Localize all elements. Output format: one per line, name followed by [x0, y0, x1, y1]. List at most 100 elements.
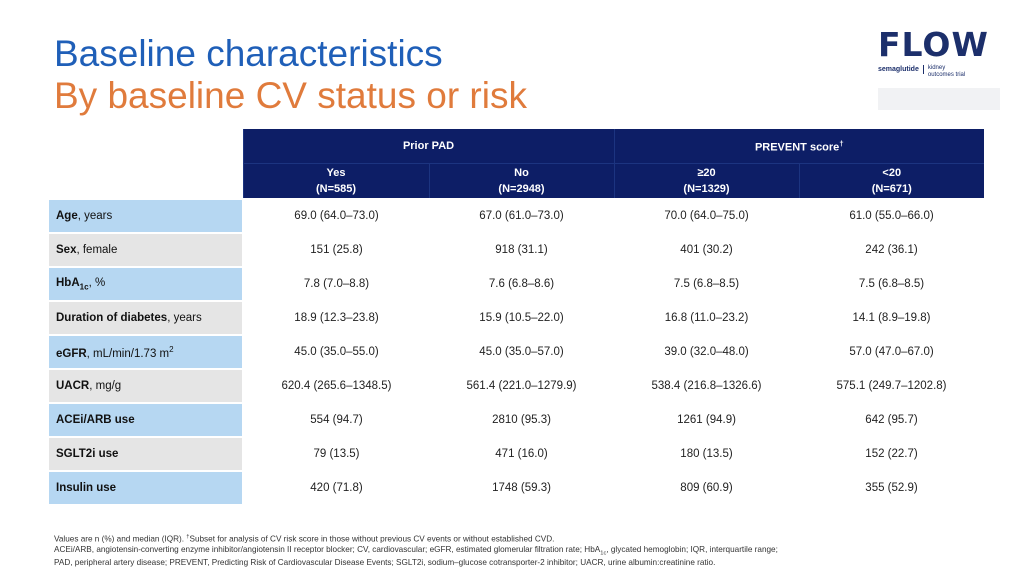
- footnote-text: ACEi/ARB, angiotensin-converting enzyme …: [54, 544, 601, 554]
- table-cell: 57.0 (47.0–67.0): [799, 335, 985, 370]
- table-cell: 45.0 (35.0–57.0): [429, 335, 615, 370]
- table-cell: 538.4 (216.8–1326.6): [614, 369, 800, 404]
- table-row: Sex, female 151 (25.8) 918 (31.1) 401 (3…: [49, 233, 985, 268]
- table-cell: 61.0 (55.0–66.0): [799, 200, 985, 234]
- column-n: (N=671): [871, 183, 912, 195]
- footnote-line-1: Values are n (%) and median (IQR). †Subs…: [54, 532, 1014, 545]
- footnote-text: Values are n (%) and median (IQR).: [54, 534, 187, 544]
- column-header-row: Yes (N=585) No (N=2948) ≥20 (N=1329) <20 (N=…: [49, 163, 985, 198]
- footnote-sub: 1c: [600, 550, 607, 557]
- slide-subtitle: By baseline CV status or risk: [54, 75, 527, 116]
- row-label-bold: HbA: [56, 276, 80, 289]
- table-cell: 1748 (59.3): [429, 471, 615, 506]
- logo-background: [878, 88, 1000, 110]
- table-cell: 14.1 (8.9–19.8): [799, 301, 985, 336]
- row-label: Sex, female: [49, 233, 244, 268]
- row-label: HbA1c, %: [49, 267, 244, 302]
- row-label-bold: UACR: [56, 380, 90, 392]
- footnote-line-2: ACEi/ARB, angiotensin-converting enzyme …: [54, 545, 1014, 559]
- table-row: HbA1c, % 7.8 (7.0–8.8) 7.6 (6.8–8.6) 7.5…: [49, 267, 985, 302]
- table-row: UACR, mg/g 620.4 (265.6–1348.5) 561.4 (2…: [49, 369, 985, 404]
- table-cell: 242 (36.1): [799, 233, 985, 268]
- table-row: Insulin use 420 (71.8) 1748 (59.3) 809 (…: [49, 471, 985, 506]
- row-label: UACR, mg/g: [49, 369, 244, 404]
- table-cell: 39.0 (32.0–48.0): [614, 335, 800, 370]
- table-row: Age, years 69.0 (64.0–73.0) 67.0 (61.0–7…: [49, 200, 985, 234]
- row-label-rest: , mg/g: [89, 380, 122, 392]
- row-label: eGFR, mL/min/1.73 m2: [49, 335, 244, 370]
- table-cell: 151 (25.8): [243, 233, 429, 268]
- logo-tagline: kidney outcomes trial: [924, 65, 965, 79]
- footnote-text: Subset for analysis of CV risk score in …: [189, 534, 555, 544]
- table-cell: 355 (52.9): [799, 471, 985, 506]
- table-cell: 809 (60.9): [614, 471, 800, 506]
- row-label-bold: Age: [56, 210, 78, 222]
- table-cell: 7.5 (6.8–8.5): [614, 267, 800, 302]
- footnote-mark: †: [186, 534, 190, 540]
- row-label-bold: eGFR: [56, 347, 87, 360]
- table-cell: 70.0 (64.0–75.0): [614, 200, 800, 234]
- table-cell: 471 (16.0): [429, 437, 615, 472]
- row-label-bold: Duration of diabetes: [56, 312, 168, 324]
- row-label-rest: , years: [77, 210, 113, 222]
- table-cell: 575.1 (249.7–1202.8): [799, 369, 985, 404]
- row-label-rest: , %: [88, 276, 106, 289]
- row-label-bold: SGLT2i use: [56, 448, 119, 460]
- header-prevent-label: PREVENT score: [754, 141, 840, 154]
- row-label-bold: Sex: [56, 244, 77, 256]
- flow-logo: FLOW semaglutide kidney outcomes trial: [878, 25, 1000, 110]
- table-cell: 69.0 (64.0–73.0): [243, 200, 429, 234]
- table-row: Duration of diabetes, years 18.9 (12.3–2…: [49, 301, 985, 336]
- column-label: Yes: [326, 167, 346, 179]
- column-header: <20 (N=671): [798, 163, 985, 198]
- table-cell: 7.5 (6.8–8.5): [799, 267, 985, 302]
- table-cell: 16.8 (11.0–23.2): [614, 301, 800, 336]
- table-cell: 420 (71.8): [243, 471, 429, 506]
- logo-tagline-2: outcomes trial: [927, 72, 966, 78]
- footnote-line-3: PAD, peripheral artery disease; PREVENT,…: [54, 558, 716, 568]
- table-cell: 401 (30.2): [614, 233, 800, 268]
- table-cell: 918 (31.1): [429, 233, 615, 268]
- header-prevent-score: PREVENT score†: [613, 129, 985, 164]
- column-label: No: [514, 167, 529, 179]
- row-label-sub: 1c: [79, 282, 89, 292]
- table-row: ACEi/ARB use 554 (94.7) 2810 (95.3) 1261…: [49, 403, 985, 438]
- table-cell: 18.9 (12.3–23.8): [243, 301, 429, 336]
- table-cell: 45.0 (35.0–55.0): [243, 335, 429, 370]
- slide-title: Baseline characteristics: [54, 33, 443, 74]
- column-label: <20: [882, 167, 902, 179]
- table-cell: 1261 (94.9): [614, 403, 800, 438]
- header-blank-2: [49, 163, 243, 198]
- logo-brand: semaglutide: [878, 65, 924, 74]
- row-label: ACEi/ARB use: [49, 403, 244, 438]
- footnote-text: , glycated hemoglobin; IQR, interquartil…: [606, 544, 778, 554]
- row-label-sup: 2: [169, 344, 174, 354]
- logo-subline: semaglutide kidney outcomes trial: [878, 65, 1000, 79]
- table-cell: 561.4 (221.0–1279.9): [429, 369, 615, 404]
- table-cell: 7.8 (7.0–8.8): [243, 267, 429, 302]
- column-header: Yes (N=585): [242, 163, 429, 198]
- column-header: ≥20 (N=1329): [613, 163, 800, 198]
- baseline-table: Prior PAD PREVENT score† Yes (N=585) No (N…: [49, 129, 985, 506]
- logo-tagline-1: kidney: [927, 65, 946, 71]
- table-cell: 79 (13.5): [243, 437, 429, 472]
- logo-wordmark: FLOW: [878, 25, 989, 64]
- row-label: Age, years: [49, 200, 244, 234]
- column-header: No (N=2948): [428, 163, 615, 198]
- table-cell: 2810 (95.3): [429, 403, 615, 438]
- table-cell: 554 (94.7): [243, 403, 429, 438]
- footnote: Values are n (%) and median (IQR). †Subs…: [54, 532, 1014, 568]
- table-row: eGFR, mL/min/1.73 m2 45.0 (35.0–55.0) 45…: [49, 335, 985, 370]
- table-cell: 180 (13.5): [614, 437, 800, 472]
- column-n: (N=1329): [683, 183, 730, 195]
- row-label-rest: , female: [76, 244, 118, 256]
- table-cell: 642 (95.7): [799, 403, 985, 438]
- table-cell: 67.0 (61.0–73.0): [429, 200, 615, 234]
- table-cell: 152 (22.7): [799, 437, 985, 472]
- table-cell: 15.9 (10.5–22.0): [429, 301, 615, 336]
- table-row: SGLT2i use 79 (13.5) 471 (16.0) 180 (13.…: [49, 437, 985, 472]
- row-label: SGLT2i use: [49, 437, 244, 472]
- row-label-rest: , years: [167, 312, 202, 324]
- row-label-rest: , mL/min/1.73 m: [86, 347, 170, 360]
- row-label-bold: Insulin use: [56, 482, 117, 494]
